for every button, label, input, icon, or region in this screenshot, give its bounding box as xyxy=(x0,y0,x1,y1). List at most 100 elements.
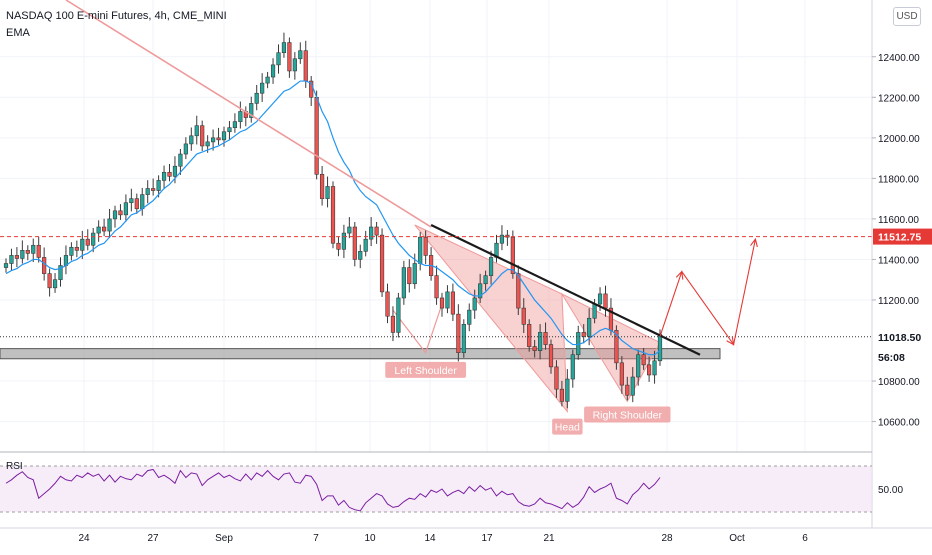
candle-body xyxy=(456,313,461,353)
projection-arrowhead xyxy=(675,270,684,280)
candle-body xyxy=(559,388,564,402)
candle-body xyxy=(319,174,325,199)
candle-body xyxy=(52,279,58,289)
candle-body xyxy=(194,125,199,137)
x-tick-label: Sep xyxy=(215,533,233,544)
candle-body xyxy=(330,186,336,244)
candle-body xyxy=(636,354,641,378)
rsi-band xyxy=(0,466,872,512)
candle-body xyxy=(172,165,178,177)
candle-body xyxy=(352,226,357,260)
candle-body xyxy=(603,293,608,309)
rsi-level-label: 50.00 xyxy=(878,485,903,496)
right-shoulder-label-bg xyxy=(584,406,671,423)
candle-body xyxy=(325,186,330,199)
candle-body xyxy=(156,180,161,191)
y-tick-label: 11200.00 xyxy=(878,296,919,307)
candle-body xyxy=(374,226,379,236)
candle-body xyxy=(407,267,412,285)
candle-body xyxy=(249,103,254,118)
candle-body xyxy=(161,171,167,181)
candle-body xyxy=(336,242,341,250)
candle-body xyxy=(521,307,526,325)
left-shoulder-label-bg xyxy=(385,361,467,378)
candle-body xyxy=(619,362,624,386)
candle-body xyxy=(107,218,112,232)
indicator-label: EMA xyxy=(6,27,30,39)
last-price-label: 11018.50 xyxy=(878,332,921,344)
head-label: Head xyxy=(555,422,580,434)
candle-body xyxy=(614,330,619,364)
candle-body xyxy=(205,141,210,147)
projection-arrowhead xyxy=(726,336,735,346)
candle-body xyxy=(134,198,139,210)
candle-body xyxy=(58,265,63,281)
y-tick-label: 10800.00 xyxy=(878,377,920,388)
candle-body xyxy=(183,143,188,155)
projection-path xyxy=(659,239,756,346)
candle-body xyxy=(189,135,194,145)
rsi-line xyxy=(5,468,661,512)
candles-layer xyxy=(3,32,663,409)
candle-body xyxy=(516,273,521,309)
candle-body xyxy=(488,257,494,276)
rsi-label: RSI xyxy=(6,461,23,472)
candle-body xyxy=(25,250,30,254)
x-tick-label: 6 xyxy=(802,533,808,544)
candle-body xyxy=(118,210,123,216)
head-shoulders-pattern: Left Shoulder Head Right Shoulder xyxy=(385,224,671,435)
candle-body xyxy=(314,96,319,175)
candle-body xyxy=(102,226,107,232)
y-tick-label: 11800.00 xyxy=(878,174,919,185)
bar-countdown-label-bg xyxy=(873,348,932,365)
x-tick-label: 7 xyxy=(313,533,319,544)
x-tick-label: 27 xyxy=(147,533,159,544)
y-tick-label: 10600.00 xyxy=(878,418,920,429)
candle-body xyxy=(287,42,292,72)
y-tick-label: 11600.00 xyxy=(878,215,919,226)
candle-body xyxy=(292,58,297,72)
head-label-bg xyxy=(552,418,583,435)
candle-body xyxy=(227,127,232,133)
candle-body xyxy=(3,263,9,268)
candle-body xyxy=(298,50,303,60)
candle-body xyxy=(543,332,548,345)
x-tick-label: 17 xyxy=(481,533,493,544)
drawings-layer xyxy=(0,0,872,356)
candle-body xyxy=(570,354,575,380)
y-tick-label: 12400.00 xyxy=(878,53,920,64)
candle-body xyxy=(151,188,156,191)
candle-body xyxy=(478,283,483,299)
candle-body xyxy=(532,346,537,351)
candle-body xyxy=(36,244,41,258)
x-tick-label: 21 xyxy=(543,533,555,544)
candle-body xyxy=(31,244,36,254)
candle-body xyxy=(412,263,417,285)
y-tick-label: 12000.00 xyxy=(878,134,920,145)
candle-body xyxy=(418,236,423,264)
candle-body xyxy=(461,324,466,353)
candle-body xyxy=(472,297,477,311)
x-tick-label: 14 xyxy=(424,533,436,544)
candle-body xyxy=(641,354,646,366)
candle-body xyxy=(445,291,450,309)
candle-body xyxy=(232,121,238,128)
candle-body xyxy=(390,315,396,333)
candle-body xyxy=(510,236,515,274)
candle-body xyxy=(216,137,221,141)
y-tick-label: 11400.00 xyxy=(878,255,919,266)
candle-body xyxy=(42,257,47,274)
ema-line xyxy=(5,80,661,356)
bar-countdown-label: 56:08 xyxy=(878,352,905,364)
candle-body xyxy=(499,234,505,244)
candle-body xyxy=(178,153,183,167)
currency-badge[interactable]: USD xyxy=(893,7,921,26)
candle-body xyxy=(385,291,390,317)
candle-body xyxy=(211,137,216,143)
candle-body xyxy=(537,332,543,351)
candle-body xyxy=(565,378,570,402)
symbol-title: NASDAQ 100 E-mini Futures, 4h, CME_MINI xyxy=(6,10,227,22)
candle-body xyxy=(581,332,586,337)
